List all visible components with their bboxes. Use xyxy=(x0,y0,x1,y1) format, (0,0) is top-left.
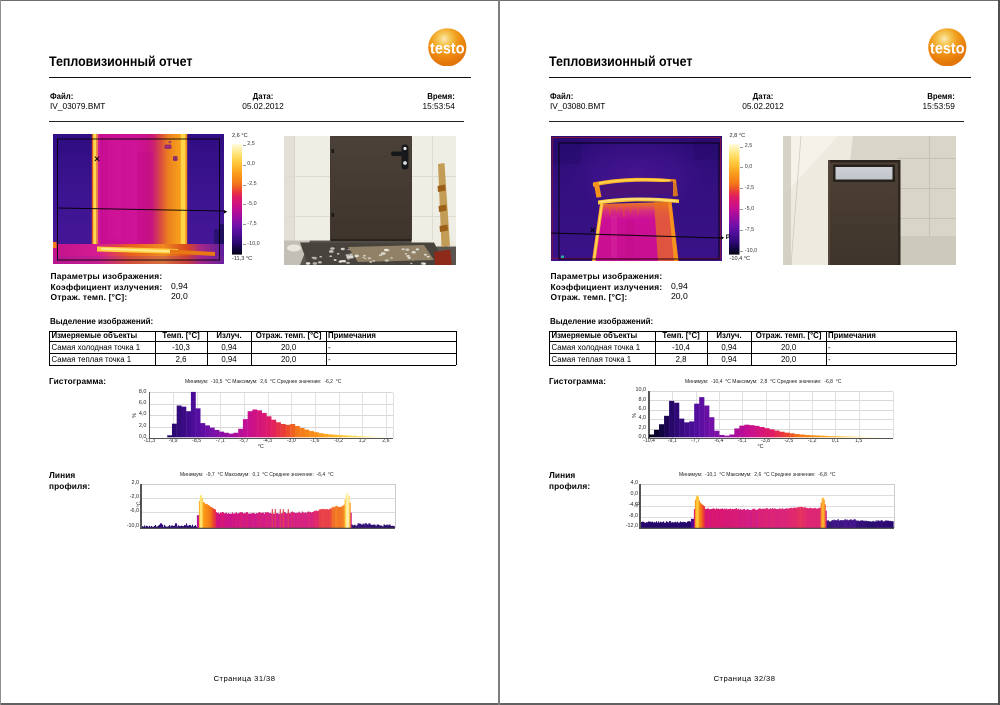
svg-text:°C: °C xyxy=(136,501,142,507)
svg-text:°C: °C xyxy=(635,501,641,507)
svg-text:testo: testo xyxy=(430,40,464,57)
svg-text:%: % xyxy=(632,413,638,418)
svg-text:%: % xyxy=(132,413,138,418)
svg-text:testo: testo xyxy=(930,40,964,57)
